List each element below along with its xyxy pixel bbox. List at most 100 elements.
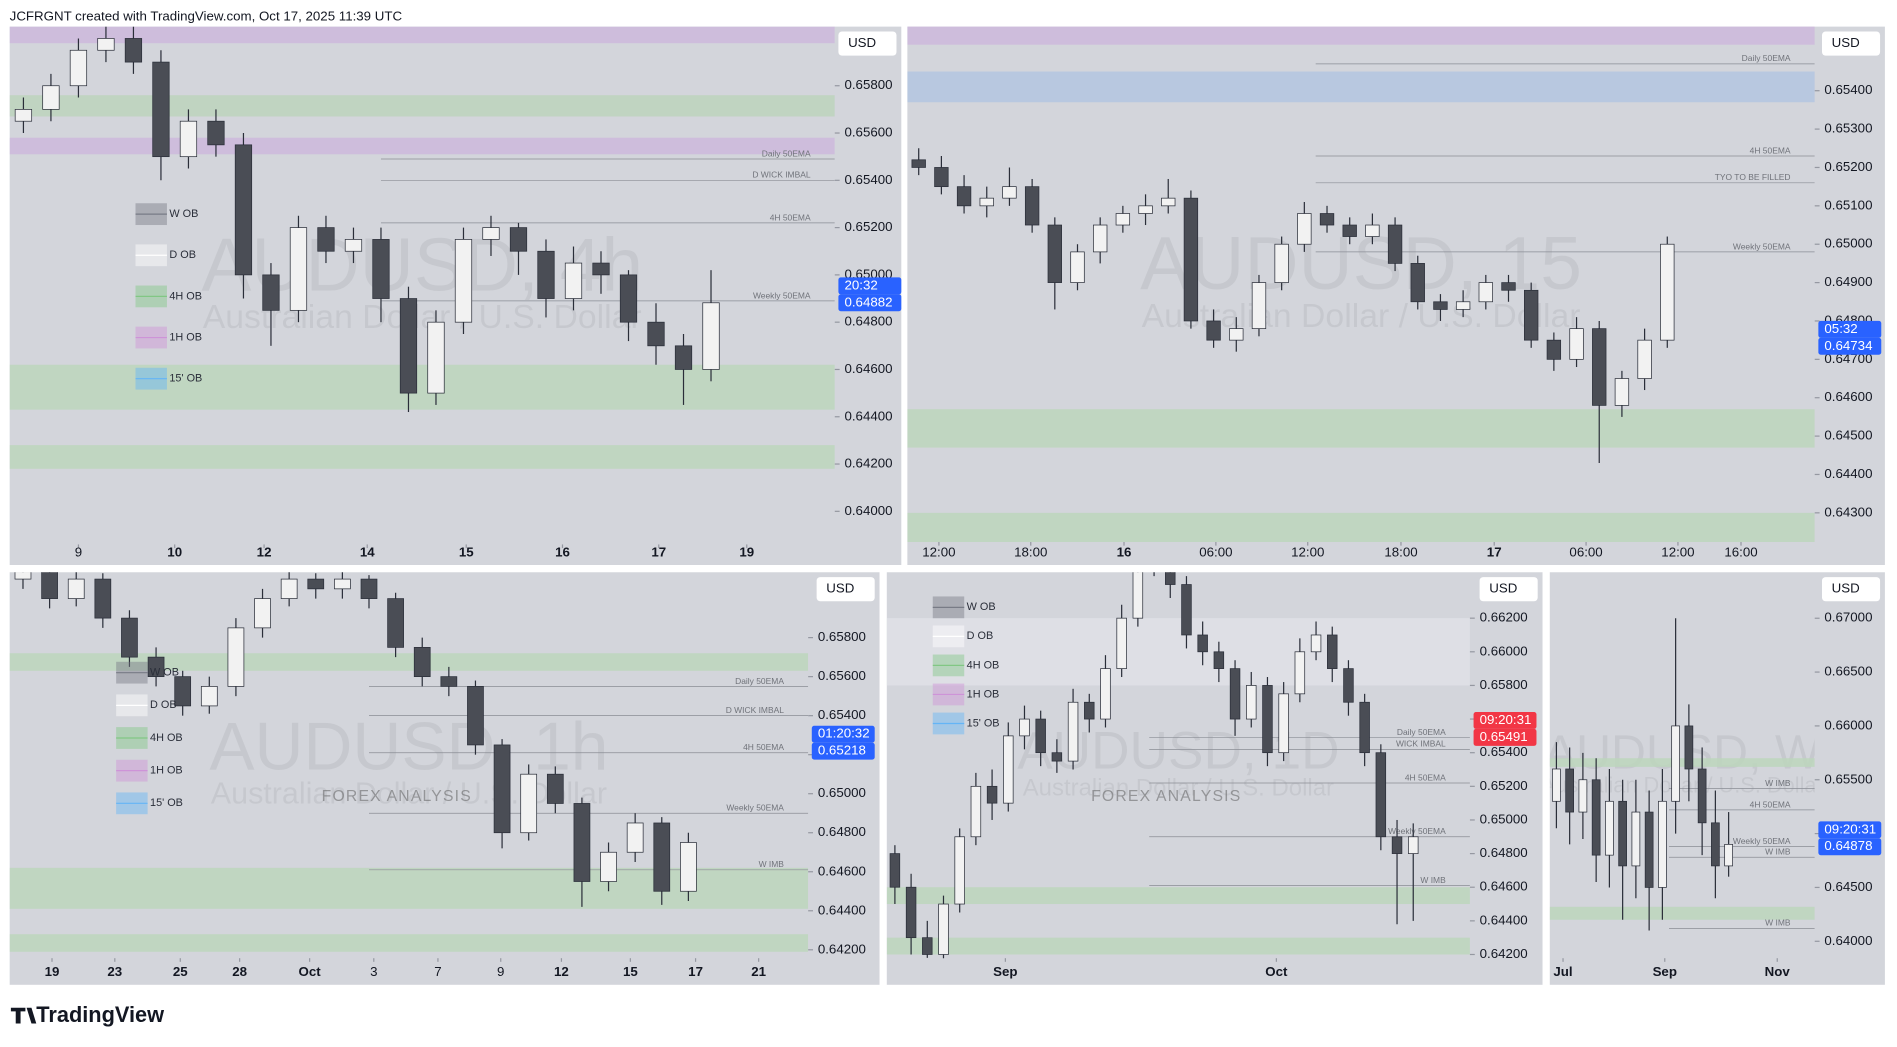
legend-label: 1H OB <box>150 765 183 777</box>
candle-body <box>467 686 484 746</box>
candle-body <box>1116 617 1127 669</box>
candle-body <box>200 686 218 707</box>
countdown-box <box>811 725 875 743</box>
x-tick-label: 19 <box>45 964 60 979</box>
candle-body <box>1546 339 1562 360</box>
y-tick-label: 0.65500 <box>1824 771 1872 786</box>
candle-body <box>626 822 644 853</box>
candle-body <box>1019 718 1030 737</box>
countdown-box <box>1818 821 1882 839</box>
candle-body <box>954 836 965 905</box>
zone <box>1549 758 1815 767</box>
x-tick-label: Nov <box>1765 964 1791 979</box>
legend-label: D OB <box>967 630 994 642</box>
price-badge <box>811 742 875 760</box>
zone <box>907 512 1815 543</box>
y-tick-label: 0.64300 <box>1824 504 1872 519</box>
candle-body <box>1251 282 1267 330</box>
candle-body <box>1067 701 1079 762</box>
candle-body <box>1246 685 1257 720</box>
zone <box>886 937 1470 955</box>
annotation-label: 4H 50EMA <box>770 212 811 222</box>
candle-body <box>1047 224 1062 283</box>
candle-body <box>956 186 972 207</box>
countdown-box <box>838 277 902 295</box>
y-tick-label: 0.65200 <box>844 219 892 234</box>
candle-body <box>1387 224 1403 264</box>
currency: USD <box>1832 581 1860 596</box>
candle-body <box>174 676 192 707</box>
zone <box>9 653 809 671</box>
y-tick-label: 0.64600 <box>844 361 892 376</box>
y-tick-label: 0.65600 <box>818 668 866 683</box>
y-tick-label: 0.64500 <box>1824 428 1872 443</box>
candle-body <box>1327 634 1338 669</box>
zone <box>886 887 1470 905</box>
candle-body <box>1569 328 1584 360</box>
currency-box <box>838 31 897 56</box>
x-tick-label: 15 <box>459 544 474 559</box>
y-tick-label: 0.65000 <box>1824 236 1872 251</box>
legend-label: 15' OB <box>967 717 1000 729</box>
zone <box>886 618 1470 686</box>
candle-body <box>1165 572 1176 585</box>
annotation-label: W IMB <box>1765 778 1791 788</box>
y-tick-label: 0.65800 <box>818 629 866 644</box>
legend-label: 1H OB <box>967 688 1000 700</box>
candle-body <box>1552 768 1561 802</box>
candle-body <box>1660 243 1675 341</box>
x-tick-label: 12 <box>257 544 272 559</box>
countdown: 09:20:31 <box>1824 821 1876 836</box>
x-tick-label: Oct <box>1265 964 1288 979</box>
watermark: AUDUSD, 1h <box>209 710 608 785</box>
candle-body <box>94 578 112 619</box>
candle-body <box>647 321 665 347</box>
candle-body <box>124 38 143 63</box>
candle-body <box>1478 282 1493 303</box>
candle-body <box>413 647 431 678</box>
y-tick-label: 0.64400 <box>844 408 892 423</box>
legend-label: 4H OB <box>150 732 183 744</box>
candle-body <box>1644 811 1654 888</box>
candle-body <box>69 49 88 87</box>
price-badge-label: 0.64878 <box>1824 838 1872 853</box>
candle-body <box>1684 725 1694 770</box>
candle-body <box>1183 197 1199 322</box>
price-badge <box>1818 838 1882 856</box>
annotation-label: Daily 50EMA <box>735 676 784 686</box>
price-badge-label: 0.64882 <box>844 294 892 309</box>
candle-body <box>234 144 253 276</box>
y-tick-label: 0.64200 <box>844 456 892 471</box>
zone <box>9 867 809 909</box>
x-tick-label: Sep <box>993 964 1017 979</box>
legend-label: 4H OB <box>967 659 1000 671</box>
candle-body <box>344 239 363 252</box>
candle-body <box>1671 725 1680 802</box>
y-tick-label: 0.64800 <box>818 824 866 839</box>
logo <box>10 1007 37 1024</box>
legend-label: 1H OB <box>169 331 202 343</box>
candle-body <box>520 773 538 834</box>
annotation-label: TYO TO BE FILLED <box>1715 172 1791 182</box>
x-tick-label: 14 <box>360 544 375 559</box>
candle-body <box>1501 282 1516 291</box>
x-tick-label: 12:00 <box>922 544 955 559</box>
x-tick-label: 16 <box>555 544 570 559</box>
candle-body <box>1024 186 1040 226</box>
x-tick-label: 19 <box>739 544 754 559</box>
x-tick-label: 12:00 <box>1661 544 1694 559</box>
annotation-label: Weekly 50EMA <box>726 803 784 813</box>
annotation-label: Weekly 50EMA <box>753 290 811 300</box>
currency-box <box>1479 577 1538 602</box>
y-tick-label: 0.65400 <box>1824 82 1872 97</box>
countdown: 20:32 <box>844 277 877 292</box>
annotation-label: WICK IMBAL <box>1396 739 1446 749</box>
legend-label: W OB <box>169 208 198 220</box>
candle-body <box>1343 668 1354 703</box>
annotation-label: Weekly 50EMA <box>1733 241 1791 251</box>
candle-body <box>41 572 58 599</box>
candle-body <box>1035 718 1046 754</box>
candle-body <box>360 578 378 599</box>
